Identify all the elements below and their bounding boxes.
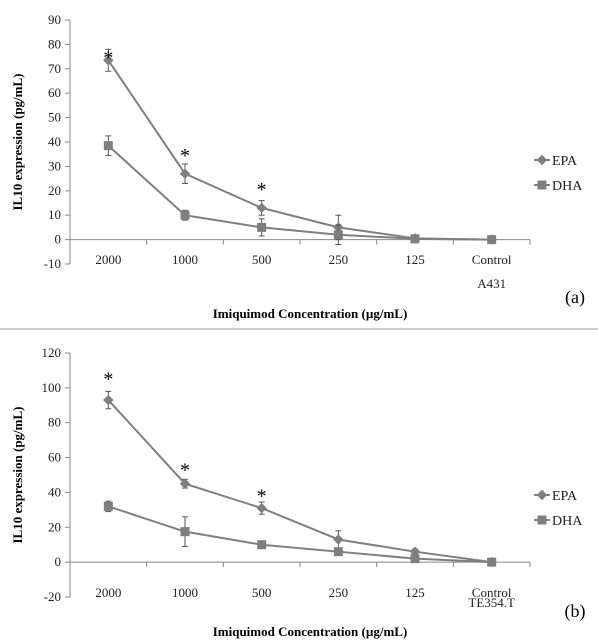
- data-point: [410, 234, 420, 244]
- y-tick-label: 120: [42, 345, 62, 360]
- data-point: [256, 202, 267, 214]
- series-line: [107, 59, 492, 241]
- series-dha: [103, 500, 497, 567]
- x-tick-label: 2000: [95, 252, 121, 267]
- series-line: [107, 399, 492, 564]
- x-tick-label: 250: [329, 585, 349, 600]
- significance-star: *: [180, 145, 190, 167]
- data-point: [103, 394, 114, 406]
- y-tick-label: 70: [48, 61, 61, 76]
- legend-marker: [537, 180, 547, 190]
- y-tick-label: 80: [48, 36, 61, 51]
- x-tick-label: 1000: [172, 585, 198, 600]
- y-axis-title: IL10 expression (pg/mL): [10, 407, 25, 544]
- y-tick-label: -10: [44, 256, 61, 271]
- y-tick-label: 10: [48, 207, 61, 222]
- x-tick-label: 125: [405, 585, 425, 600]
- y-tick-label: 40: [48, 484, 61, 499]
- x-axis-title: Imiquimod Concentration (µg/mL): [213, 624, 408, 639]
- y-tick-label: 0: [55, 232, 62, 247]
- data-point: [487, 235, 497, 245]
- data-point: [410, 554, 420, 564]
- x-tick-label: 2000: [95, 585, 121, 600]
- y-tick-label: 40: [48, 134, 61, 149]
- y-tick-label: 60: [48, 85, 61, 100]
- y-tick-label: 50: [48, 110, 61, 125]
- data-point: [103, 55, 114, 66]
- data-point: [179, 478, 191, 489]
- x-tick-label: 250: [329, 252, 349, 267]
- y-tick-label: 90: [48, 12, 61, 27]
- series-dha: [103, 135, 497, 245]
- x-tick-sublabel: A431: [477, 276, 506, 291]
- y-tick-label: 0: [55, 554, 62, 569]
- data-point: [179, 168, 191, 179]
- legend-label: DHA: [552, 514, 583, 529]
- data-point: [180, 527, 190, 537]
- x-tick-label: 500: [252, 252, 272, 267]
- significance-star: *: [103, 369, 113, 391]
- series-line: [108, 505, 492, 564]
- y-tick-label: 80: [48, 415, 61, 430]
- significance-star: *: [257, 485, 267, 507]
- legend-label: EPA: [552, 154, 578, 169]
- y-tick-label: 60: [48, 450, 61, 465]
- y-tick-label: 30: [48, 158, 61, 173]
- panel-label: (b): [565, 601, 586, 622]
- significance-star: *: [180, 459, 190, 481]
- legend-label: DHA: [552, 179, 583, 194]
- legend-label: EPA: [552, 489, 578, 504]
- data-point: [257, 222, 267, 232]
- panel-label: (a): [565, 287, 585, 308]
- y-tick-label: -20: [44, 589, 61, 604]
- significance-star: *: [103, 47, 113, 69]
- x-tick-label: 1000: [172, 252, 198, 267]
- x-axis-title: Imiquimod Concentration (µg/mL): [213, 306, 408, 321]
- x-tick-label: 125: [405, 252, 425, 267]
- y-axis-title: IL10 expression (pg/mL): [10, 74, 25, 211]
- data-point: [333, 547, 343, 557]
- y-tick-label: 20: [48, 183, 61, 198]
- y-tick-label: 100: [42, 380, 62, 395]
- legend-marker: [537, 515, 547, 525]
- x-tick-label: Control: [472, 252, 512, 267]
- y-tick-label: 20: [48, 519, 61, 534]
- legend-marker: [536, 489, 548, 501]
- x-tick-label: Control: [472, 585, 512, 600]
- legend-marker: [536, 154, 548, 166]
- data-point: [333, 534, 344, 545]
- series-line: [107, 144, 492, 241]
- x-tick-label: 500: [252, 585, 272, 600]
- chart-panel-a: -10 0 10 20 30 40 50 60 70 80 90 2000 1000 500 250 125 C…: [10, 12, 585, 321]
- series-epa: [103, 390, 497, 568]
- chart-panel-b: -20 0 20 40 60 80 100 120 2000 1000 500 250 125 Contr…: [10, 345, 586, 639]
- data-point: [103, 141, 113, 151]
- data-point: [256, 502, 267, 514]
- data-point: [487, 557, 497, 567]
- data-point: [257, 540, 267, 550]
- x-tick-sublabel: TE354.T: [468, 595, 515, 610]
- data-point: [180, 210, 190, 220]
- data-point: [333, 230, 343, 240]
- data-point: [103, 501, 113, 511]
- significance-star: *: [257, 179, 267, 201]
- series-epa: [103, 48, 497, 245]
